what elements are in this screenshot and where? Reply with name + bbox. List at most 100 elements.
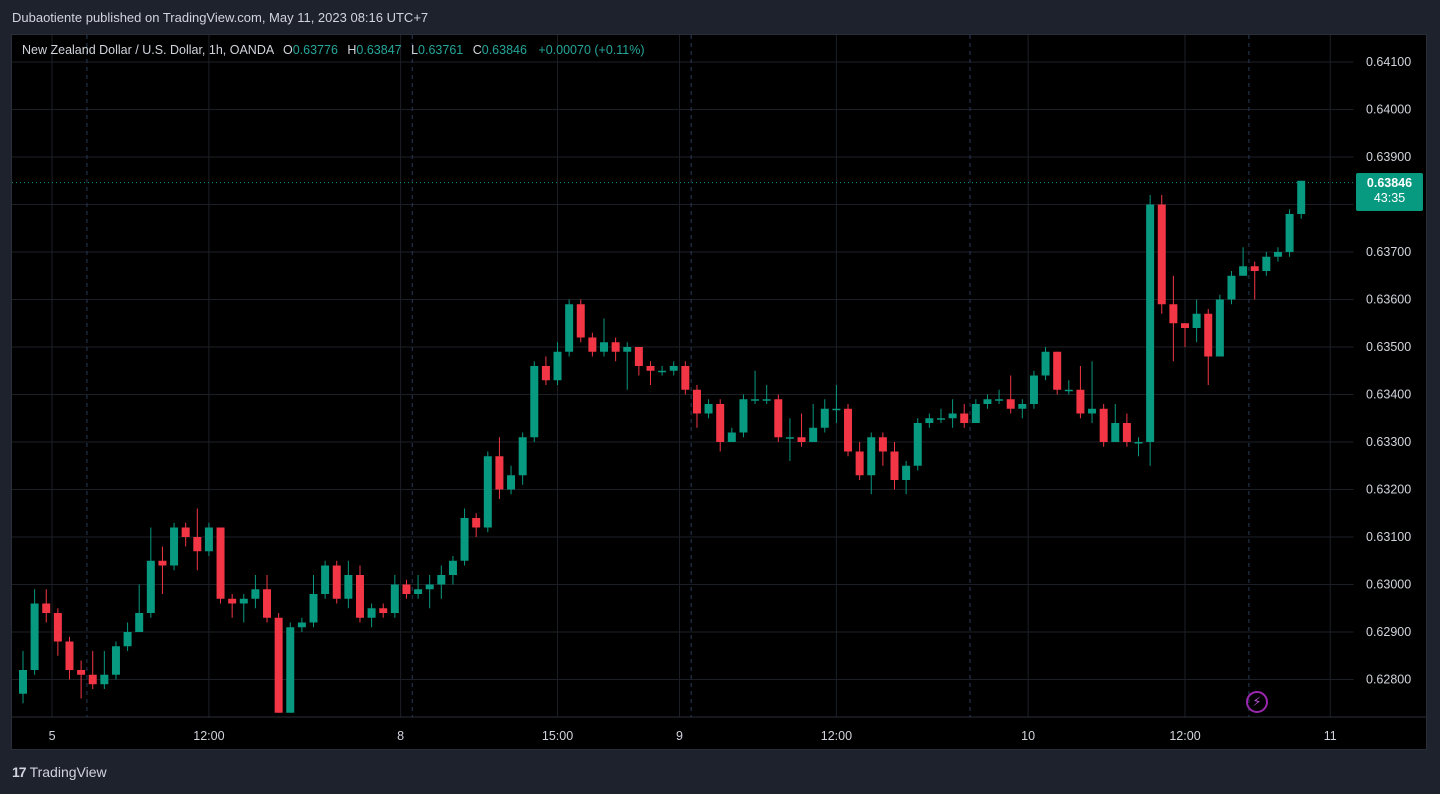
chart-frame[interactable] [11, 34, 1427, 750]
candle-body [19, 670, 27, 694]
candle-body [611, 342, 620, 352]
candle [53, 608, 62, 656]
candle [1215, 294, 1224, 357]
candle [890, 442, 899, 490]
candle [832, 385, 841, 423]
candle [751, 370, 760, 404]
candle [704, 399, 713, 419]
candle [1146, 195, 1155, 466]
candle-body [1099, 408, 1108, 442]
candle-body [355, 575, 364, 618]
candle-body [913, 423, 922, 466]
candle [355, 565, 364, 623]
candle [1088, 361, 1097, 423]
candle [983, 394, 992, 409]
candle-body [53, 613, 62, 642]
candle [727, 427, 736, 442]
candle [948, 399, 957, 428]
candle [495, 437, 504, 499]
candle-body [216, 527, 225, 599]
candle-body [1076, 389, 1085, 414]
publisher-text: Dubaotiente published on TradingView.com… [12, 10, 429, 25]
candle-body [100, 674, 109, 685]
candle [379, 603, 388, 618]
x-tick-label: 5 [49, 729, 56, 743]
candle-body [379, 608, 388, 613]
candle-body [751, 399, 760, 401]
candle-body [135, 613, 144, 632]
candle-body [565, 304, 574, 352]
candle-body [437, 575, 446, 585]
candle [762, 385, 771, 404]
candle [530, 361, 539, 442]
candle-body [995, 399, 1004, 401]
candle-body [1146, 204, 1155, 442]
candle-body [960, 413, 969, 423]
x-tick-label: 8 [397, 729, 404, 743]
candle [1018, 399, 1027, 419]
candle-body [797, 437, 806, 442]
tradingview-logo[interactable]: 17 TradingView [12, 764, 107, 780]
candle-body [890, 451, 899, 480]
candle-body [146, 560, 155, 613]
candle-body [1262, 256, 1271, 271]
candle [77, 660, 86, 699]
candle [181, 522, 190, 547]
y-tick-label: 0.63400 [1366, 388, 1411, 402]
candle [65, 636, 74, 680]
candle [1006, 375, 1015, 414]
candle [541, 356, 550, 385]
candle-body [1088, 408, 1097, 414]
candle [170, 522, 179, 571]
x-tick-label: 9 [676, 729, 683, 743]
candle-body [1297, 180, 1306, 214]
candle [414, 575, 423, 599]
y-tick-label: 0.63200 [1366, 483, 1411, 497]
candle [611, 337, 620, 362]
candle [1181, 323, 1189, 347]
x-tick-label: 12:00 [193, 729, 224, 743]
candle [716, 399, 725, 452]
candle-body [878, 437, 887, 452]
candle [960, 404, 969, 428]
candle-body [204, 527, 213, 552]
candle [576, 299, 585, 343]
candle [646, 361, 655, 385]
lightning-bolt-icon[interactable]: ⚡ [1246, 691, 1268, 713]
candle [1122, 413, 1131, 447]
candle-body [123, 632, 132, 647]
candle-body [1204, 313, 1213, 357]
candle [135, 584, 144, 632]
candle-body [1064, 389, 1073, 392]
y-tick-label: 0.63600 [1366, 293, 1411, 307]
candle [588, 332, 597, 357]
candle [251, 575, 260, 609]
candle [658, 366, 667, 376]
candle [309, 575, 318, 628]
candle [681, 361, 690, 395]
y-tick-label: 0.64100 [1366, 55, 1411, 69]
candle-body [727, 432, 736, 442]
candle-body [1239, 266, 1248, 276]
candle-body [88, 674, 97, 685]
high-label: H [347, 43, 357, 57]
candle [553, 342, 562, 385]
candle-body [681, 366, 690, 390]
candle [321, 560, 330, 599]
candle-body [809, 427, 818, 442]
candle-body [193, 537, 202, 552]
candle-body [646, 366, 655, 371]
candle-body [669, 366, 678, 371]
close-value: 0.63846 [481, 43, 527, 57]
candle [1029, 370, 1038, 409]
candle-body [832, 408, 841, 411]
candle-body [158, 560, 167, 566]
candle-body [332, 565, 341, 599]
candle-body [983, 399, 992, 404]
candle [111, 641, 120, 680]
top-bar: Dubaotiente published on TradingView.com… [0, 0, 1440, 34]
candle-body [855, 451, 864, 476]
x-tick-label: 12:00 [821, 729, 852, 743]
